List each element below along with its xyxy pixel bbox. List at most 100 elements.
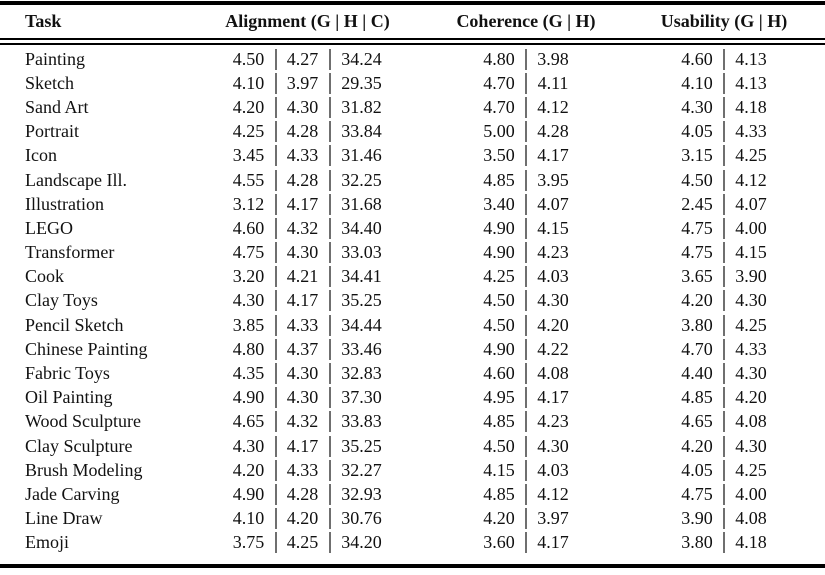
value-separator-bar bbox=[328, 338, 331, 360]
alignment-value: 30.76 bbox=[341, 508, 382, 529]
value-separator-bar bbox=[328, 314, 331, 336]
coherence-cell: 5.00 4.28 bbox=[415, 121, 637, 143]
task-cell: Transformer bbox=[25, 242, 115, 263]
alignment-value: 4.30 bbox=[286, 363, 319, 384]
table-row: Sand Art 4.20 4.30 31.82 4.70 4.12 4.30 4.18 bbox=[0, 95, 825, 119]
value-separator-bar bbox=[328, 48, 331, 70]
usability-cell: 4.60 4.13 bbox=[637, 48, 811, 70]
coherence-value: 4.23 bbox=[537, 411, 569, 432]
alignment-value: 3.85 bbox=[232, 314, 265, 335]
usability-value: 2.45 bbox=[681, 193, 713, 214]
coherence-value: 4.03 bbox=[537, 459, 569, 480]
alignment-value: 4.55 bbox=[232, 169, 265, 190]
task-cell: Landscape Ill. bbox=[25, 169, 127, 190]
coherence-cell: 4.25 4.03 bbox=[415, 266, 637, 288]
usability-value: 4.30 bbox=[735, 290, 767, 311]
usability-value: 4.70 bbox=[681, 338, 713, 359]
value-separator-bar bbox=[723, 242, 725, 264]
alignment-value: 31.46 bbox=[341, 145, 382, 166]
value-separator-bar bbox=[723, 532, 725, 554]
usability-value: 4.00 bbox=[735, 217, 767, 238]
alignment-value: 4.33 bbox=[286, 314, 319, 335]
task-cell: Portrait bbox=[25, 121, 79, 142]
alignment-cell: 4.55 4.28 32.25 bbox=[200, 169, 415, 191]
value-separator-bar bbox=[274, 387, 277, 409]
value-separator-bar bbox=[525, 96, 527, 118]
value-separator-bar bbox=[274, 266, 277, 288]
coherence-value: 4.15 bbox=[537, 217, 569, 238]
alignment-value: 4.25 bbox=[286, 532, 319, 553]
usability-value: 4.15 bbox=[735, 242, 767, 263]
coherence-value: 4.85 bbox=[483, 483, 515, 504]
alignment-value: 33.84 bbox=[341, 121, 382, 142]
value-separator-bar bbox=[328, 411, 331, 433]
coherence-cell: 4.50 4.30 bbox=[415, 435, 637, 457]
coherence-value: 4.50 bbox=[483, 314, 515, 335]
alignment-value: 3.97 bbox=[286, 72, 319, 93]
alignment-value: 4.80 bbox=[232, 338, 265, 359]
table-header-row: Task Alignment (G | H | C) Coherence (G … bbox=[0, 5, 825, 38]
value-separator-bar bbox=[723, 483, 725, 505]
alignment-value: 34.41 bbox=[341, 266, 382, 287]
usability-value: 4.20 bbox=[681, 435, 713, 456]
value-separator-bar bbox=[328, 459, 331, 481]
usability-cell: 4.10 4.13 bbox=[637, 72, 811, 94]
usability-value: 3.90 bbox=[735, 266, 767, 287]
usability-cell: 2.45 4.07 bbox=[637, 193, 811, 215]
alignment-value: 4.32 bbox=[286, 411, 319, 432]
value-separator-bar bbox=[328, 193, 331, 215]
value-separator-bar bbox=[525, 48, 527, 70]
value-separator-bar bbox=[723, 121, 725, 143]
usability-cell: 4.50 4.12 bbox=[637, 169, 811, 191]
alignment-value: 35.25 bbox=[341, 435, 382, 456]
table-row: Clay Sculpture 4.30 4.17 35.25 4.50 4.30 4.20 4… bbox=[0, 434, 825, 458]
alignment-value: 4.27 bbox=[286, 48, 319, 69]
alignment-cell: 3.45 4.33 31.46 bbox=[200, 145, 415, 167]
value-separator-bar bbox=[723, 145, 725, 167]
value-separator-bar bbox=[525, 314, 527, 336]
value-separator-bar bbox=[525, 217, 527, 239]
usability-value: 4.13 bbox=[735, 48, 767, 69]
task-cell: Sketch bbox=[25, 72, 74, 93]
value-separator-bar bbox=[274, 532, 277, 554]
alignment-cell: 4.30 4.17 35.25 bbox=[200, 435, 415, 457]
alignment-value: 4.17 bbox=[286, 193, 319, 214]
task-cell: Brush Modeling bbox=[25, 459, 143, 480]
usability-value: 4.75 bbox=[681, 217, 713, 238]
coherence-value: 4.11 bbox=[537, 72, 569, 93]
alignment-cell: 3.85 4.33 34.44 bbox=[200, 314, 415, 336]
alignment-value: 4.28 bbox=[286, 169, 319, 190]
task-cell: Jade Carving bbox=[25, 483, 120, 504]
table-row: Clay Toys 4.30 4.17 35.25 4.50 4.30 4.20 4.30 bbox=[0, 289, 825, 313]
table-row: Sketch 4.10 3.97 29.35 4.70 4.11 4.10 4.13 bbox=[0, 71, 825, 95]
value-separator-bar bbox=[328, 483, 331, 505]
usability-value: 4.25 bbox=[735, 314, 767, 335]
usability-cell: 4.65 4.08 bbox=[637, 411, 811, 433]
coherence-value: 4.08 bbox=[537, 363, 569, 384]
task-cell: Pencil Sketch bbox=[25, 314, 124, 335]
alignment-value: 4.30 bbox=[232, 435, 265, 456]
task-cell: Illustration bbox=[25, 193, 104, 214]
alignment-value: 4.37 bbox=[286, 338, 319, 359]
alignment-value: 32.25 bbox=[341, 169, 382, 190]
coherence-value: 3.97 bbox=[537, 508, 569, 529]
usability-value: 3.65 bbox=[681, 266, 713, 287]
alignment-cell: 4.10 3.97 29.35 bbox=[200, 72, 415, 94]
usability-cell: 4.75 4.00 bbox=[637, 483, 811, 505]
alignment-value: 4.32 bbox=[286, 217, 319, 238]
alignment-value: 31.82 bbox=[341, 96, 382, 117]
coherence-value: 3.98 bbox=[537, 48, 569, 69]
value-separator-bar bbox=[274, 363, 277, 385]
coherence-cell: 4.90 4.23 bbox=[415, 242, 637, 264]
usability-value: 4.30 bbox=[735, 435, 767, 456]
coherence-value: 4.17 bbox=[537, 387, 569, 408]
coherence-value: 5.00 bbox=[483, 121, 515, 142]
alignment-cell: 4.90 4.30 37.30 bbox=[200, 387, 415, 409]
coherence-value: 4.90 bbox=[483, 338, 515, 359]
alignment-value: 37.30 bbox=[341, 387, 382, 408]
value-separator-bar bbox=[723, 338, 725, 360]
value-separator-bar bbox=[274, 508, 277, 530]
value-separator-bar bbox=[328, 242, 331, 264]
value-separator-bar bbox=[274, 193, 277, 215]
alignment-value: 4.33 bbox=[286, 145, 319, 166]
